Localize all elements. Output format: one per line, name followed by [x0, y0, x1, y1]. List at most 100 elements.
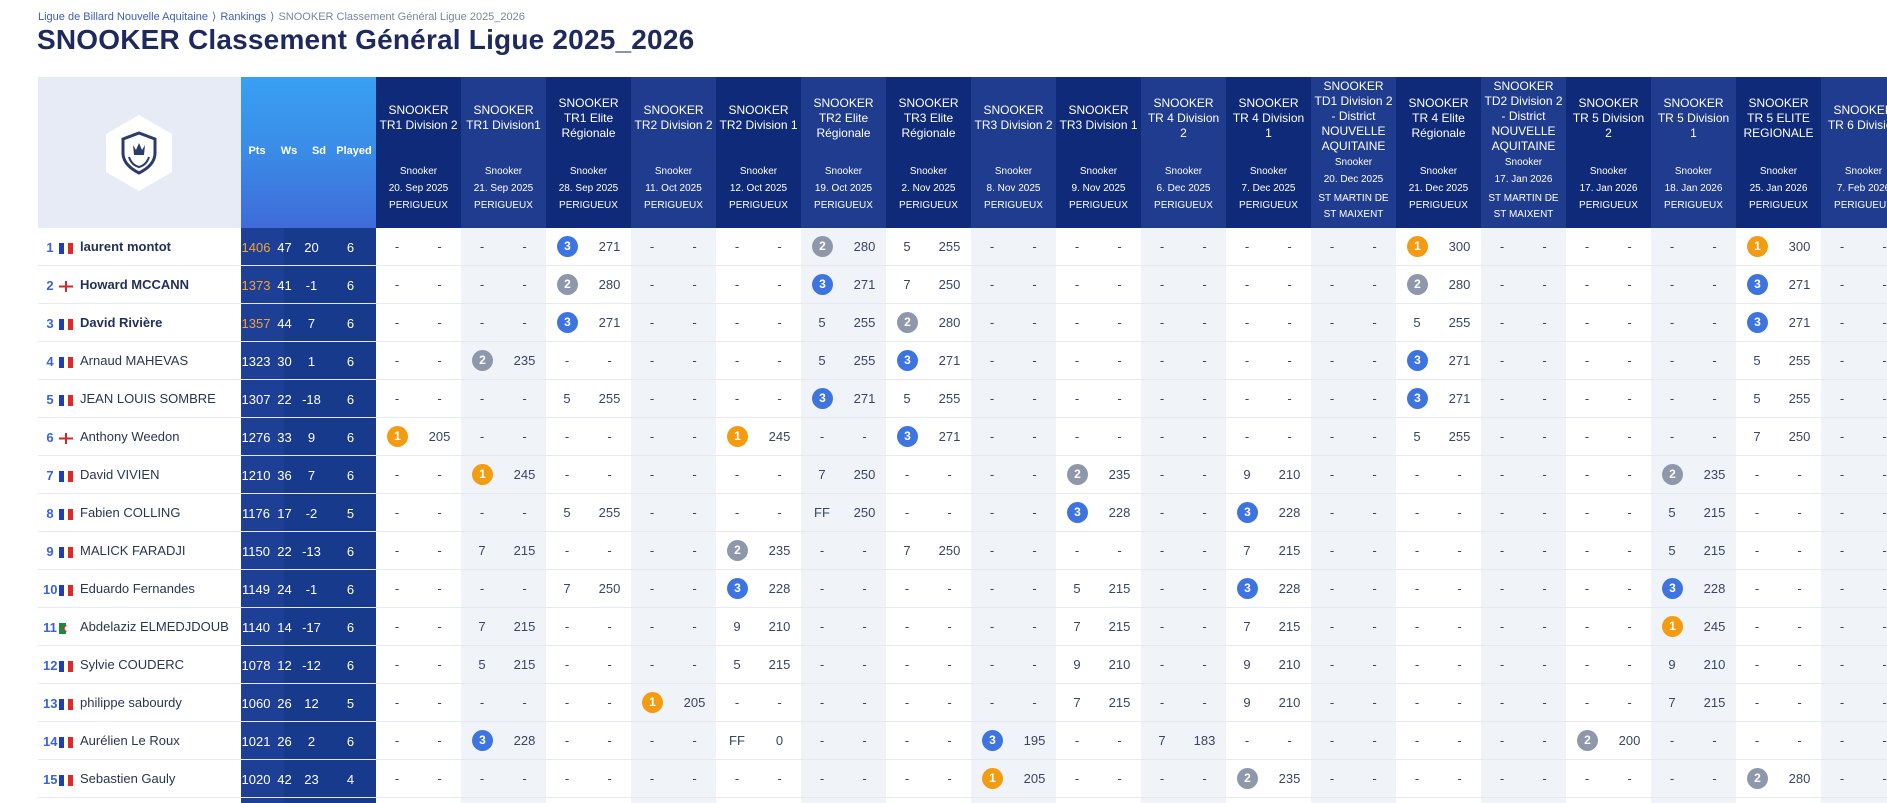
result-cell[interactable]: --	[1481, 342, 1566, 380]
result-cell[interactable]: --	[716, 266, 801, 304]
breadcrumb-link-league[interactable]: Ligue de Billard Nouvelle Aquitaine	[38, 11, 209, 23]
result-cell[interactable]: 3 271	[1396, 342, 1481, 380]
result-cell[interactable]: 3 271	[1396, 380, 1481, 418]
result-cell[interactable]: 7 215	[1226, 532, 1311, 570]
col-header-ws[interactable]: Ws	[280, 145, 298, 157]
result-cell[interactable]: --	[1566, 418, 1651, 456]
result-cell[interactable]: 5 255	[546, 494, 631, 532]
result-cell[interactable]: --	[1311, 266, 1396, 304]
result-cell[interactable]: --	[971, 342, 1056, 380]
competition-header[interactable]: SNOOKER TR 4 Elite Régionale Snooker 21. D…	[1396, 77, 1481, 228]
result-cell[interactable]: --	[546, 760, 631, 798]
result-cell[interactable]: --	[886, 494, 971, 532]
competition-header[interactable]: SNOOKER TD2 Division 2 - District NOUVEL…	[1481, 77, 1566, 228]
result-cell[interactable]: 7 250	[546, 570, 631, 608]
result-cell[interactable]: 7 183	[1141, 722, 1226, 760]
result-cell[interactable]: --	[971, 380, 1056, 418]
result-cell[interactable]: --	[1481, 532, 1566, 570]
result-cell[interactable]: --	[971, 418, 1056, 456]
result-cell[interactable]: --	[1821, 304, 1887, 342]
result-cell[interactable]: --	[1311, 608, 1396, 646]
result-cell[interactable]: 1 245	[1651, 608, 1736, 646]
result-cell[interactable]: --	[886, 608, 971, 646]
result-cell[interactable]: 9 210	[1651, 646, 1736, 684]
breadcrumb-link-rankings[interactable]: Rankings	[220, 11, 267, 23]
result-cell[interactable]: --	[1821, 494, 1887, 532]
result-cell[interactable]: --	[1141, 456, 1226, 494]
result-cell[interactable]: 7 250	[1736, 418, 1821, 456]
result-cell[interactable]: --	[886, 646, 971, 684]
result-cell[interactable]: --	[1141, 228, 1226, 266]
result-cell[interactable]: --	[1651, 342, 1736, 380]
result-cell[interactable]: 3 228	[716, 570, 801, 608]
result-cell[interactable]: 1 205	[631, 684, 716, 722]
result-cell[interactable]: --	[1736, 684, 1821, 722]
result-cell[interactable]: 1 245	[461, 456, 546, 494]
result-cell[interactable]: --	[1566, 570, 1651, 608]
competition-header[interactable]: SNOOKER TR3 Division 1 Snooker 9. Nov 2025…	[1056, 77, 1141, 228]
player-name[interactable]: Fabien COLLING	[80, 505, 181, 520]
player-name[interactable]: Eduardo Fernandes	[80, 581, 195, 596]
result-cell[interactable]: 5 255	[801, 304, 886, 342]
result-cell[interactable]: --	[1396, 494, 1481, 532]
result-cell[interactable]: --	[1821, 380, 1887, 418]
result-cell[interactable]: --	[1566, 608, 1651, 646]
result-cell[interactable]: 3 228	[461, 722, 546, 760]
result-cell[interactable]: --	[376, 304, 461, 342]
result-cell[interactable]: --	[1736, 646, 1821, 684]
result-cell[interactable]: --	[1141, 570, 1226, 608]
result-cell[interactable]: 5 255	[1396, 304, 1481, 342]
result-cell[interactable]: 7 250	[886, 266, 971, 304]
result-cell[interactable]: --	[1821, 684, 1887, 722]
player-name[interactable]: Sylvie COUDERC	[80, 657, 185, 672]
result-cell[interactable]: --	[631, 418, 716, 456]
result-cell[interactable]: --	[1821, 570, 1887, 608]
result-cell[interactable]: --	[1651, 228, 1736, 266]
result-cell[interactable]: 7 215	[1226, 608, 1311, 646]
result-cell[interactable]: 3 195	[971, 722, 1056, 760]
result-cell[interactable]: --	[546, 722, 631, 760]
table-row[interactable]: 14 Aurélien Le Roux 1021 26 2 6- -3 228- - - - FF 0-…	[38, 722, 1887, 760]
result-cell[interactable]: --	[1311, 418, 1396, 456]
result-cell[interactable]: --	[1311, 456, 1396, 494]
player-name[interactable]: philippe sabourdy	[80, 695, 182, 710]
result-cell[interactable]: --	[1481, 418, 1566, 456]
table-row[interactable]: 4 Arnaud MAHEVAS 1323 30 1 6- -2 235- - - - - -5 255 3…	[38, 342, 1887, 380]
result-cell[interactable]: --	[971, 646, 1056, 684]
result-cell[interactable]: --	[461, 418, 546, 456]
table-row[interactable]: 8 Fabien COLLING 1176 17 -2 5- - - -5 255- - - - FF 25…	[38, 494, 1887, 532]
table-row[interactable]: 7 David VIVIEN 1210 36 7 6- -1 245- - - - - -7 250- - -…	[38, 456, 1887, 494]
result-cell[interactable]: --	[801, 722, 886, 760]
result-cell[interactable]: --	[1311, 570, 1396, 608]
result-cell[interactable]: --	[1141, 760, 1226, 798]
competition-header[interactable]: SNOOKER TR3 Division 2 Snooker 8. Nov 2025…	[971, 77, 1056, 228]
result-cell[interactable]: --	[1311, 304, 1396, 342]
result-cell[interactable]: --	[886, 570, 971, 608]
result-cell[interactable]: --	[1481, 304, 1566, 342]
competition-header[interactable]: SNOOKER TR 5 ELITE REGIONALE Snooker 25. J…	[1736, 77, 1821, 228]
competition-header[interactable]: SNOOKER TR2 Division 1 Snooker 12. Oct 202…	[716, 77, 801, 228]
result-cell[interactable]: 5 255	[1736, 380, 1821, 418]
result-cell[interactable]: --	[716, 342, 801, 380]
result-cell[interactable]: --	[1651, 304, 1736, 342]
result-cell[interactable]: FF 250	[801, 494, 886, 532]
result-cell[interactable]: --	[1566, 646, 1651, 684]
result-cell[interactable]: --	[1141, 266, 1226, 304]
result-cell[interactable]: --	[1821, 532, 1887, 570]
result-cell[interactable]: --	[1736, 608, 1821, 646]
result-cell[interactable]: --	[716, 684, 801, 722]
result-cell[interactable]: --	[1566, 380, 1651, 418]
result-cell[interactable]: --	[1821, 418, 1887, 456]
result-cell[interactable]: --	[631, 760, 716, 798]
result-cell[interactable]: --	[971, 608, 1056, 646]
table-row[interactable]: 5 JEAN LOUIS SOMBRE 1307 22 -18 6- - - -5 255- - - -…	[38, 380, 1887, 418]
result-cell[interactable]: --	[971, 684, 1056, 722]
result-cell[interactable]: 1 300	[1396, 228, 1481, 266]
result-cell[interactable]: --	[1736, 532, 1821, 570]
result-cell[interactable]: 1 300	[1736, 228, 1821, 266]
result-cell[interactable]: --	[376, 380, 461, 418]
col-header-pts[interactable]: Pts	[248, 145, 266, 157]
result-cell[interactable]: --	[1821, 760, 1887, 798]
result-cell[interactable]: --	[461, 228, 546, 266]
result-cell[interactable]: --	[1311, 722, 1396, 760]
